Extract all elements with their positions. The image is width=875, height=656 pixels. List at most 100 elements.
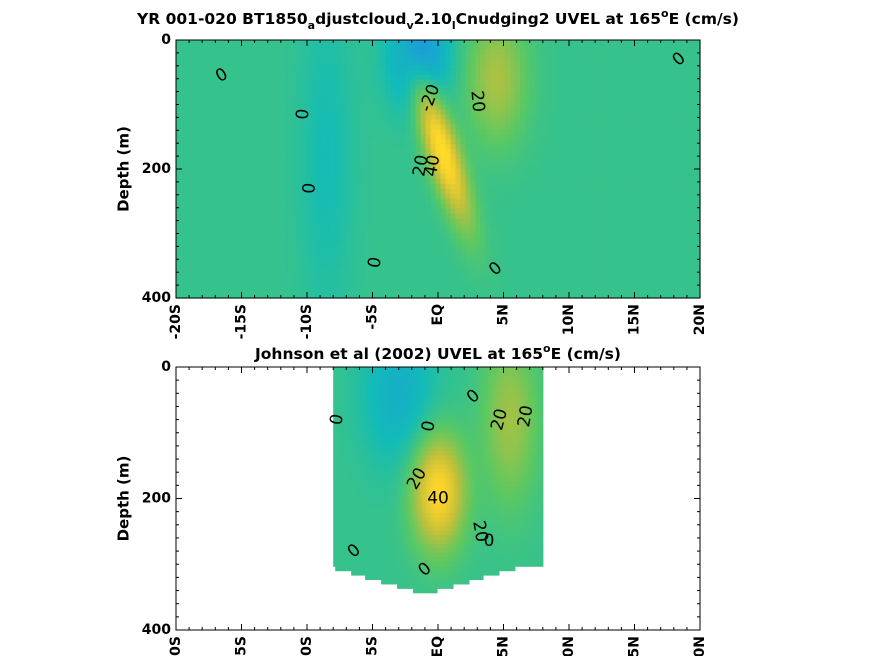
heatmap-cell (200, 69, 207, 76)
heatmap-cell (540, 134, 546, 140)
heatmap-cell (455, 104, 462, 111)
heatmap-cell (520, 134, 526, 140)
heatmap-cell (285, 228, 292, 235)
heatmap-cell (220, 74, 227, 81)
heatmap-cell (410, 149, 417, 155)
heatmap-cell (425, 233, 432, 240)
heatmap-cell (600, 40, 606, 46)
heatmap-cell (415, 59, 422, 66)
heatmap-cell (490, 109, 496, 116)
heatmap-cell (310, 134, 317, 140)
heatmap-cell (380, 213, 387, 220)
heatmap-cell (440, 243, 447, 249)
heatmap-cell (350, 64, 357, 71)
heatmap-cell (515, 99, 521, 106)
heatmap-cell (200, 238, 207, 245)
heatmap-cell (540, 218, 546, 225)
heatmap-cell (460, 178, 467, 185)
heatmap-cell (390, 79, 397, 86)
heatmap-cell (185, 288, 192, 294)
heatmap-cell (630, 154, 636, 160)
heatmap-cell (575, 238, 581, 245)
heatmap-cell (280, 223, 287, 230)
heatmap-cell (570, 253, 576, 259)
heatmap-cell (515, 248, 521, 254)
heatmap-cell (575, 223, 581, 230)
heatmap-cell (195, 213, 202, 220)
heatmap-cell (525, 64, 531, 71)
heatmap-cell (555, 178, 561, 185)
heatmap-cell (225, 124, 232, 130)
heatmap-cell (620, 159, 626, 165)
heatmap-cell (490, 79, 496, 86)
heatmap-cell (460, 293, 467, 299)
heatmap-cell (340, 273, 347, 279)
heatmap-cell (235, 134, 242, 140)
heatmap-cell (435, 109, 442, 116)
heatmap-cell (255, 149, 262, 155)
heatmap-cell (335, 213, 342, 220)
heatmap-cell (525, 54, 531, 61)
heatmap-cell (455, 233, 462, 240)
heatmap-cell (360, 54, 367, 61)
heatmap-cell (320, 154, 327, 160)
heatmap-cell (405, 238, 412, 245)
heatmap-cell (430, 129, 437, 135)
heatmap-cell (260, 134, 267, 140)
heatmap-cell (320, 74, 327, 81)
heatmap-cell (555, 119, 561, 125)
heatmap-cell (370, 253, 377, 259)
heatmap-cell (345, 228, 352, 235)
heatmap-cell (440, 149, 447, 155)
heatmap-cell (380, 278, 387, 284)
heatmap-cell (270, 193, 277, 200)
heatmap-cell (450, 99, 457, 106)
heatmap-cell (485, 54, 491, 61)
heatmap-cell (260, 79, 267, 86)
heatmap-cell (545, 173, 551, 180)
heatmap-cell (390, 104, 397, 111)
heatmap-cell (525, 79, 531, 86)
heatmap-cell (590, 99, 596, 106)
heatmap-cell (270, 59, 277, 66)
heatmap-cell (435, 223, 442, 230)
heatmap-cell (450, 233, 457, 240)
heatmap-cell (205, 263, 212, 269)
heatmap-cell (180, 283, 187, 289)
heatmap-cell (250, 293, 257, 299)
heatmap-cell (400, 44, 407, 51)
heatmap-cell (550, 198, 556, 205)
heatmap-cell (630, 69, 636, 76)
heatmap-cell (445, 278, 452, 284)
heatmap-cell (530, 258, 536, 264)
heatmap-cell (645, 183, 651, 190)
heatmap-cell (465, 208, 472, 215)
heatmap-cell (520, 159, 526, 165)
heatmap-cell (580, 109, 586, 116)
heatmap-cell (475, 253, 482, 259)
heatmap-cell (625, 273, 631, 279)
heatmap-cell (220, 183, 227, 190)
heatmap-cell (305, 178, 312, 185)
heatmap-cell (280, 164, 287, 170)
heatmap-cell (405, 139, 412, 145)
heatmap-cell (510, 54, 516, 61)
heatmap-cell (650, 278, 656, 284)
heatmap-cell (470, 119, 477, 125)
heatmap-cell (620, 278, 626, 284)
heatmap-cell (300, 84, 307, 91)
heatmap-cell (430, 134, 437, 140)
heatmap-cell (505, 99, 511, 106)
heatmap-cell (455, 248, 462, 254)
heatmap-cell (440, 188, 447, 195)
heatmap-cell (425, 44, 432, 51)
heatmap-cell (585, 258, 591, 264)
heatmap-cell (525, 268, 531, 274)
heatmap-cell (300, 94, 307, 101)
heatmap-cell (495, 84, 501, 91)
heatmap-cell (590, 164, 596, 170)
heatmap-cell (220, 173, 227, 180)
heatmap-cell (560, 79, 566, 86)
heatmap-cell (200, 198, 207, 205)
heatmap-cell (400, 129, 407, 135)
